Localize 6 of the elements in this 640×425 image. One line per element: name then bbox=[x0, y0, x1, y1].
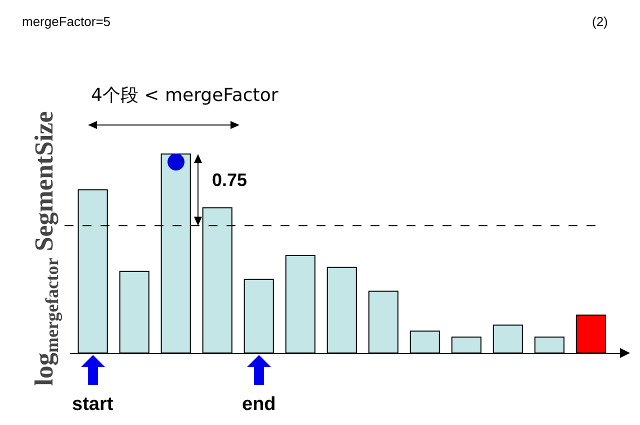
text: start bbox=[72, 394, 114, 415]
text: (2) bbox=[592, 14, 608, 29]
text: 4个段 < mergeFactor bbox=[91, 85, 279, 106]
annotation: 0.75 bbox=[212, 170, 248, 190]
text: mergeFactor=5 bbox=[22, 14, 111, 29]
text: end bbox=[242, 394, 276, 415]
